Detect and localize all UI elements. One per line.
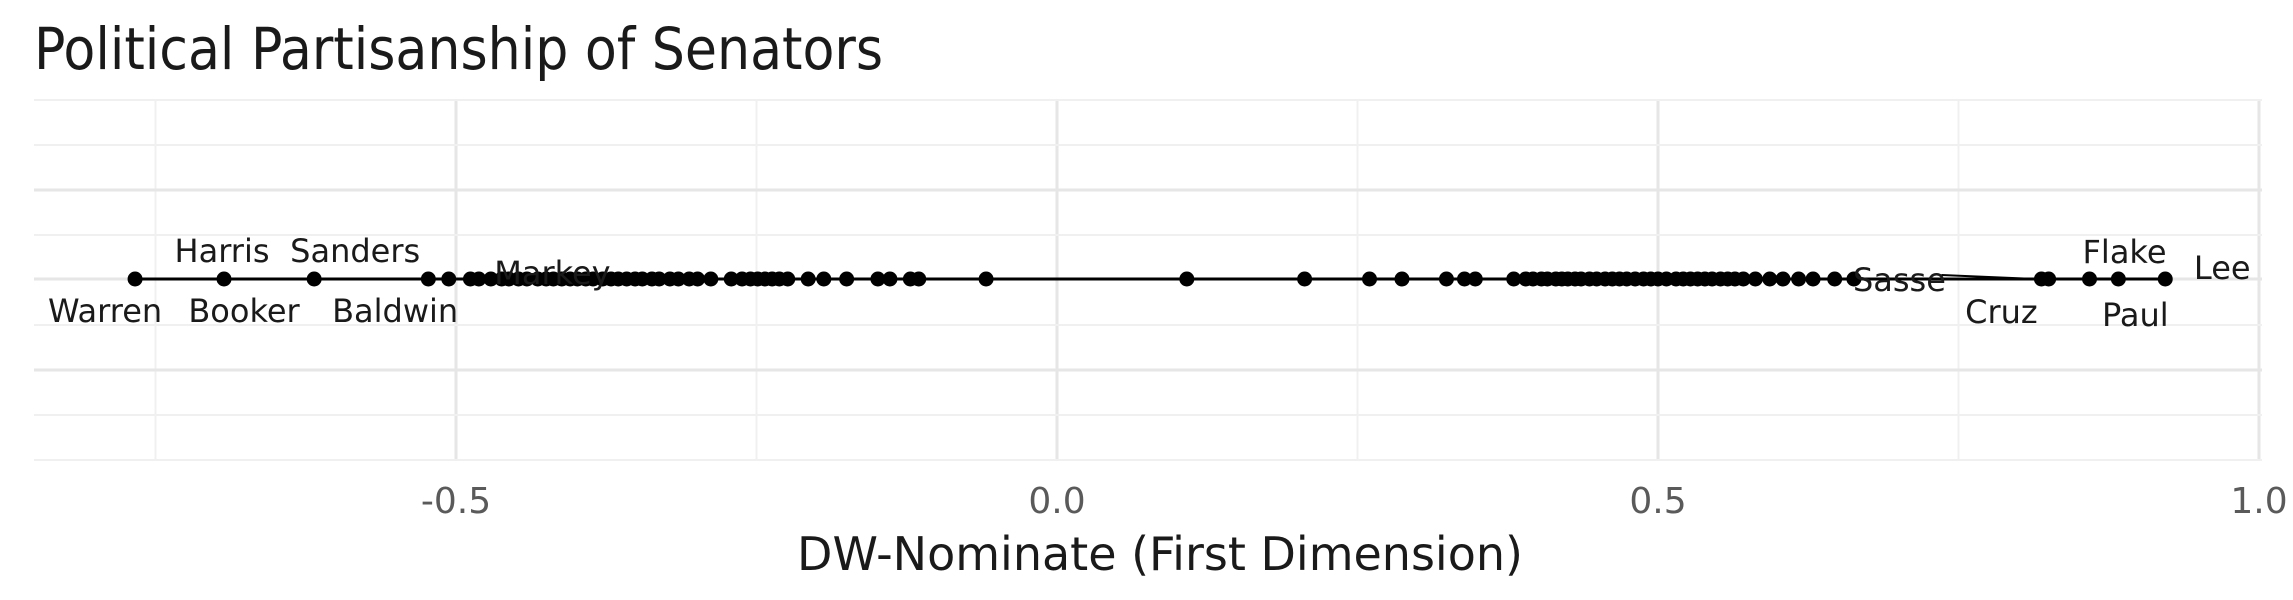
data-point [1179, 271, 1195, 287]
data-point [2041, 271, 2057, 287]
data-point [519, 271, 535, 287]
data-point [420, 271, 436, 287]
data-point [870, 271, 886, 287]
data-point [800, 271, 816, 287]
x-axis-title: DW-Nominate (First Dimension) [797, 527, 1523, 581]
data-point [471, 271, 487, 287]
data-point [839, 271, 855, 287]
data-point [703, 271, 719, 287]
data-point [911, 271, 927, 287]
data-point [1506, 271, 1522, 287]
point-label: Sasse [1853, 261, 1946, 299]
data-point [816, 271, 832, 287]
point-label: Baldwin [332, 292, 458, 330]
x-tick-label: 1.0 [2230, 481, 2287, 522]
point-label: Lee [2194, 249, 2251, 287]
data-point [483, 271, 499, 287]
data-point [127, 271, 143, 287]
data-point [1762, 271, 1778, 287]
sasse-leader-line [1941, 274, 2036, 280]
data-point [1362, 271, 1378, 287]
data-point [882, 271, 898, 287]
data-point [2157, 271, 2173, 287]
point-label: Paul [2102, 296, 2169, 334]
data-point [1735, 271, 1751, 287]
data-point [1467, 271, 1483, 287]
point-label: Flake [2083, 233, 2167, 271]
data-point [441, 271, 457, 287]
data-point [670, 271, 686, 287]
data-point [1747, 271, 1763, 287]
x-tick-label: -0.5 [421, 481, 491, 522]
point-label: Sanders [290, 232, 420, 270]
chart-title: Political Partisanship of Senators [34, 15, 883, 83]
data-point [978, 271, 994, 287]
data-point [1456, 271, 1472, 287]
grid [34, 99, 2262, 461]
data-point [1791, 271, 1807, 287]
data-point [1846, 271, 1862, 287]
data-points [127, 271, 2173, 287]
data-point [1438, 271, 1454, 287]
x-tick-label: 0.5 [1629, 481, 1686, 522]
point-label: Cruz [1965, 293, 2038, 331]
data-point [1805, 271, 1821, 287]
data-point [723, 271, 739, 287]
data-point [1775, 271, 1791, 287]
x-axis: -0.5 0.0 0.5 1.0 [421, 481, 2288, 522]
data-point [1297, 271, 1313, 287]
point-label: Markey [494, 254, 610, 292]
data-point [2082, 271, 2098, 287]
point-label: Warren [48, 292, 162, 330]
point-label: Harris [175, 232, 270, 270]
point-labels: Warren Harris Booker Sanders Baldwin Markey Sa… [48, 232, 2251, 334]
data-point [780, 271, 796, 287]
x-tick-label: 0.0 [1028, 481, 1085, 522]
data-point [306, 271, 322, 287]
data-point [1827, 271, 1843, 287]
point-label: Booker [188, 292, 300, 330]
data-point [651, 271, 667, 287]
data-point [1394, 271, 1410, 287]
data-point [216, 271, 232, 287]
data-point [2110, 271, 2126, 287]
data-point [690, 271, 706, 287]
